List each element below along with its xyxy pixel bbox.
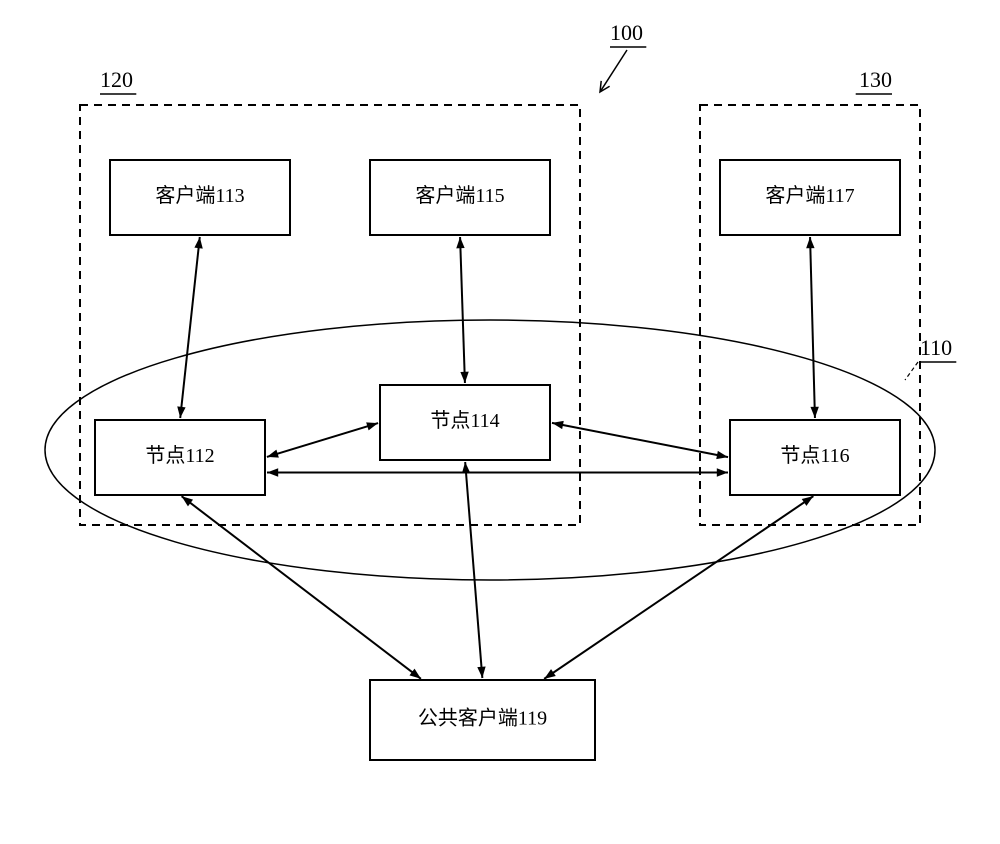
edge-n112-n114 — [267, 423, 378, 457]
label-130: 130 — [859, 67, 892, 92]
boxes-layer: 客户端113 客户端115 客户端117 节点112 节点114 节点116 公共客户端11… — [95, 160, 900, 760]
label-110: 110 — [920, 335, 952, 360]
label-120: 120 — [100, 67, 133, 92]
diagram-canvas: 客户端113 客户端115 客户端117 节点112 节点114 节点116 公共客户端11… — [0, 0, 1000, 844]
label-n116: 节点116 — [780, 444, 849, 467]
leader-110 — [905, 362, 918, 380]
edge-n112-pub — [182, 496, 421, 679]
edge-n114-pub — [465, 462, 482, 678]
edge-n114-n116 — [552, 423, 728, 457]
edge-c113-n112 — [180, 237, 200, 418]
pointer-100-line — [601, 50, 627, 90]
edge-c115-n114 — [460, 237, 465, 383]
label-c113: 客户端113 — [155, 184, 244, 207]
edge-n116-pub — [544, 496, 813, 679]
pointer-100-head — [600, 81, 610, 92]
label-n112: 节点112 — [145, 444, 214, 467]
label-n114: 节点114 — [430, 409, 499, 432]
label-100: 100 — [610, 20, 643, 45]
label-c115: 客户端115 — [415, 184, 504, 207]
label-pub: 公共客户端119 — [418, 707, 547, 730]
label-c117: 客户端117 — [765, 184, 854, 207]
edge-c117-n116 — [810, 237, 815, 418]
